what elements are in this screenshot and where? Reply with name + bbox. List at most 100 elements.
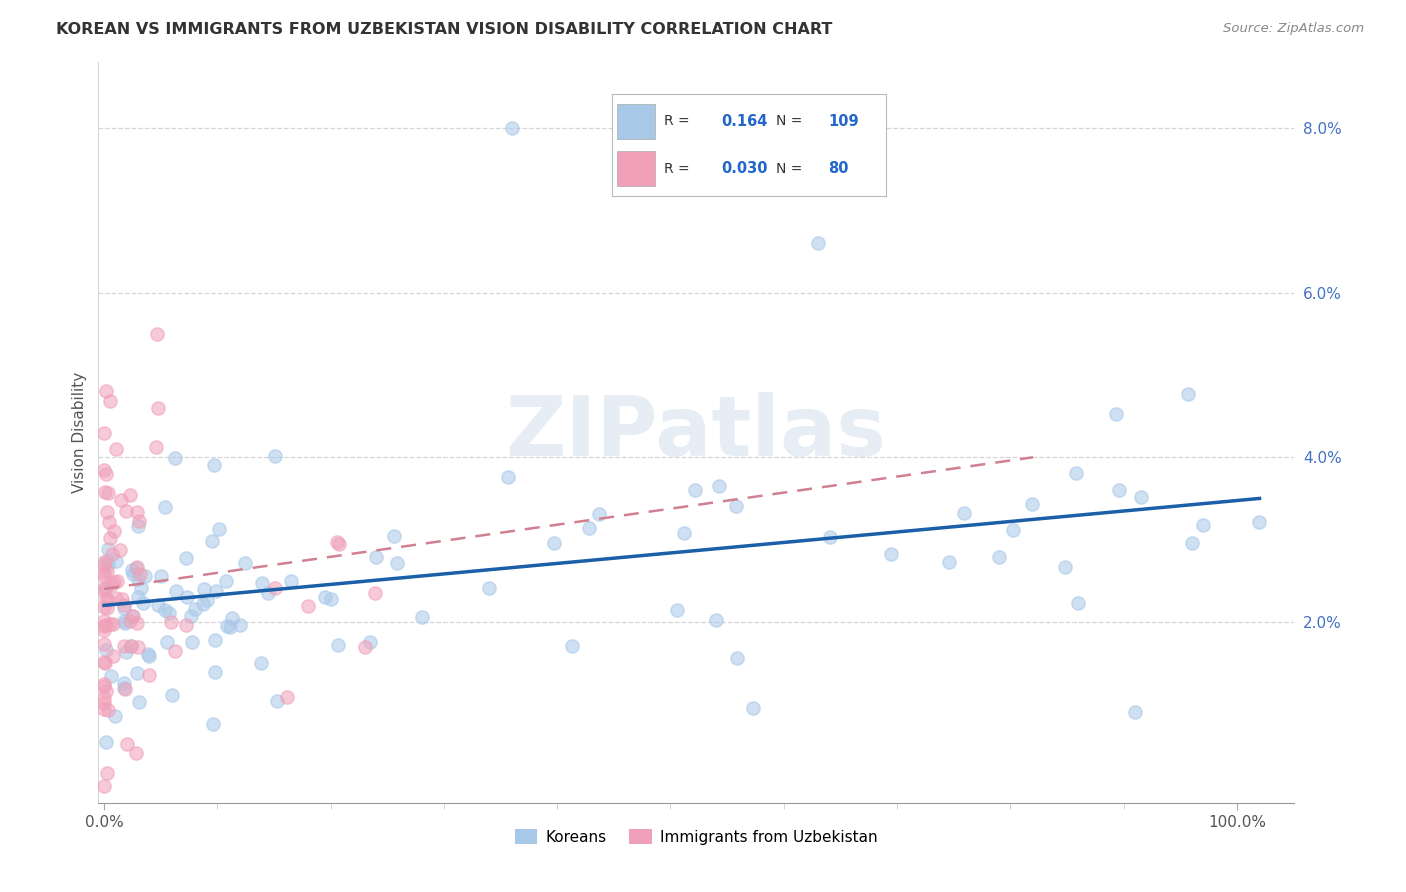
Koreans [155, 602, 177, 616]
Immigrants from Uzbekistan [114, 681, 136, 696]
Immigrants from Uzbekistan [129, 567, 152, 582]
Immigrants from Uzbekistan [94, 485, 117, 500]
Immigrants from Uzbekistan [101, 548, 124, 562]
Immigrants from Uzbekistan [138, 667, 160, 681]
Immigrants from Uzbekistan [115, 504, 138, 518]
Koreans [280, 574, 302, 588]
Koreans [1064, 466, 1087, 480]
Koreans [359, 635, 381, 649]
Immigrants from Uzbekistan [127, 615, 149, 630]
Koreans [202, 458, 225, 472]
Text: R =: R = [664, 161, 693, 176]
Text: 109: 109 [828, 114, 859, 128]
Immigrants from Uzbekistan [93, 624, 115, 638]
Bar [617, 151, 655, 186]
Koreans [183, 602, 205, 616]
Koreans [96, 642, 118, 657]
Immigrants from Uzbekistan [297, 599, 319, 614]
Koreans [478, 581, 501, 595]
Immigrants from Uzbekistan [98, 394, 121, 409]
Koreans [127, 518, 149, 533]
Koreans [704, 613, 727, 627]
Immigrants from Uzbekistan [103, 524, 125, 539]
Immigrants from Uzbekistan [93, 655, 115, 669]
Koreans [156, 634, 179, 648]
Koreans [138, 647, 160, 661]
Immigrants from Uzbekistan [165, 644, 187, 658]
Koreans [252, 576, 274, 591]
Immigrants from Uzbekistan [353, 640, 375, 655]
Immigrants from Uzbekistan [108, 542, 131, 557]
Koreans [122, 567, 145, 582]
Koreans [166, 583, 188, 598]
Koreans [104, 709, 127, 723]
Text: R =: R = [664, 114, 693, 128]
Immigrants from Uzbekistan [93, 637, 115, 651]
Koreans [820, 530, 842, 544]
Koreans [742, 700, 765, 714]
Immigrants from Uzbekistan [93, 599, 115, 614]
Koreans [749, 178, 772, 193]
Immigrants from Uzbekistan [326, 535, 349, 549]
Immigrants from Uzbekistan [328, 537, 350, 551]
Koreans [112, 601, 135, 615]
Koreans [208, 522, 231, 536]
Immigrants from Uzbekistan [160, 615, 183, 630]
Koreans [176, 590, 198, 604]
Koreans [155, 500, 177, 515]
Koreans [221, 611, 243, 625]
Koreans [385, 556, 408, 570]
Immigrants from Uzbekistan [101, 577, 124, 591]
Koreans [114, 615, 136, 630]
Immigrants from Uzbekistan [145, 440, 167, 454]
Koreans [233, 556, 256, 570]
Koreans [218, 620, 240, 634]
Koreans [127, 572, 149, 586]
Koreans [129, 581, 152, 595]
Koreans [1066, 596, 1088, 610]
Koreans [112, 614, 135, 628]
Koreans [193, 598, 215, 612]
Koreans [725, 499, 748, 513]
Koreans [97, 558, 120, 572]
Immigrants from Uzbekistan [122, 608, 145, 623]
Koreans [561, 640, 583, 654]
Koreans [1177, 386, 1199, 401]
Koreans [160, 688, 183, 702]
Immigrants from Uzbekistan [98, 532, 121, 546]
Koreans [263, 449, 285, 463]
Koreans [148, 599, 170, 613]
Koreans [134, 569, 156, 583]
Immigrants from Uzbekistan [364, 586, 387, 600]
Immigrants from Uzbekistan [98, 617, 121, 632]
Immigrants from Uzbekistan [110, 492, 132, 507]
Immigrants from Uzbekistan [93, 691, 115, 706]
Text: KOREAN VS IMMIGRANTS FROM UZBEKISTAN VISION DISABILITY CORRELATION CHART: KOREAN VS IMMIGRANTS FROM UZBEKISTAN VIS… [56, 22, 832, 37]
Immigrants from Uzbekistan [127, 640, 149, 655]
Immigrants from Uzbekistan [125, 505, 148, 519]
Immigrants from Uzbekistan [93, 702, 115, 716]
Koreans [988, 549, 1011, 564]
Immigrants from Uzbekistan [118, 488, 141, 502]
Koreans [588, 507, 610, 521]
Koreans [180, 609, 202, 624]
Immigrants from Uzbekistan [96, 601, 118, 615]
Immigrants from Uzbekistan [93, 615, 115, 629]
Immigrants from Uzbekistan [96, 467, 118, 481]
Immigrants from Uzbekistan [93, 583, 115, 598]
Immigrants from Uzbekistan [146, 326, 169, 341]
Y-axis label: Vision Disability: Vision Disability [72, 372, 87, 493]
Text: N =: N = [776, 114, 807, 128]
Immigrants from Uzbekistan [112, 639, 135, 653]
Koreans [578, 521, 600, 535]
Koreans [132, 596, 155, 610]
Koreans [104, 554, 127, 568]
Immigrants from Uzbekistan [93, 780, 115, 794]
Koreans [120, 639, 142, 653]
Immigrants from Uzbekistan [94, 592, 117, 607]
Bar [617, 104, 655, 139]
Koreans [880, 547, 903, 561]
Immigrants from Uzbekistan [120, 639, 142, 653]
Koreans [138, 649, 160, 664]
Koreans [201, 533, 224, 548]
